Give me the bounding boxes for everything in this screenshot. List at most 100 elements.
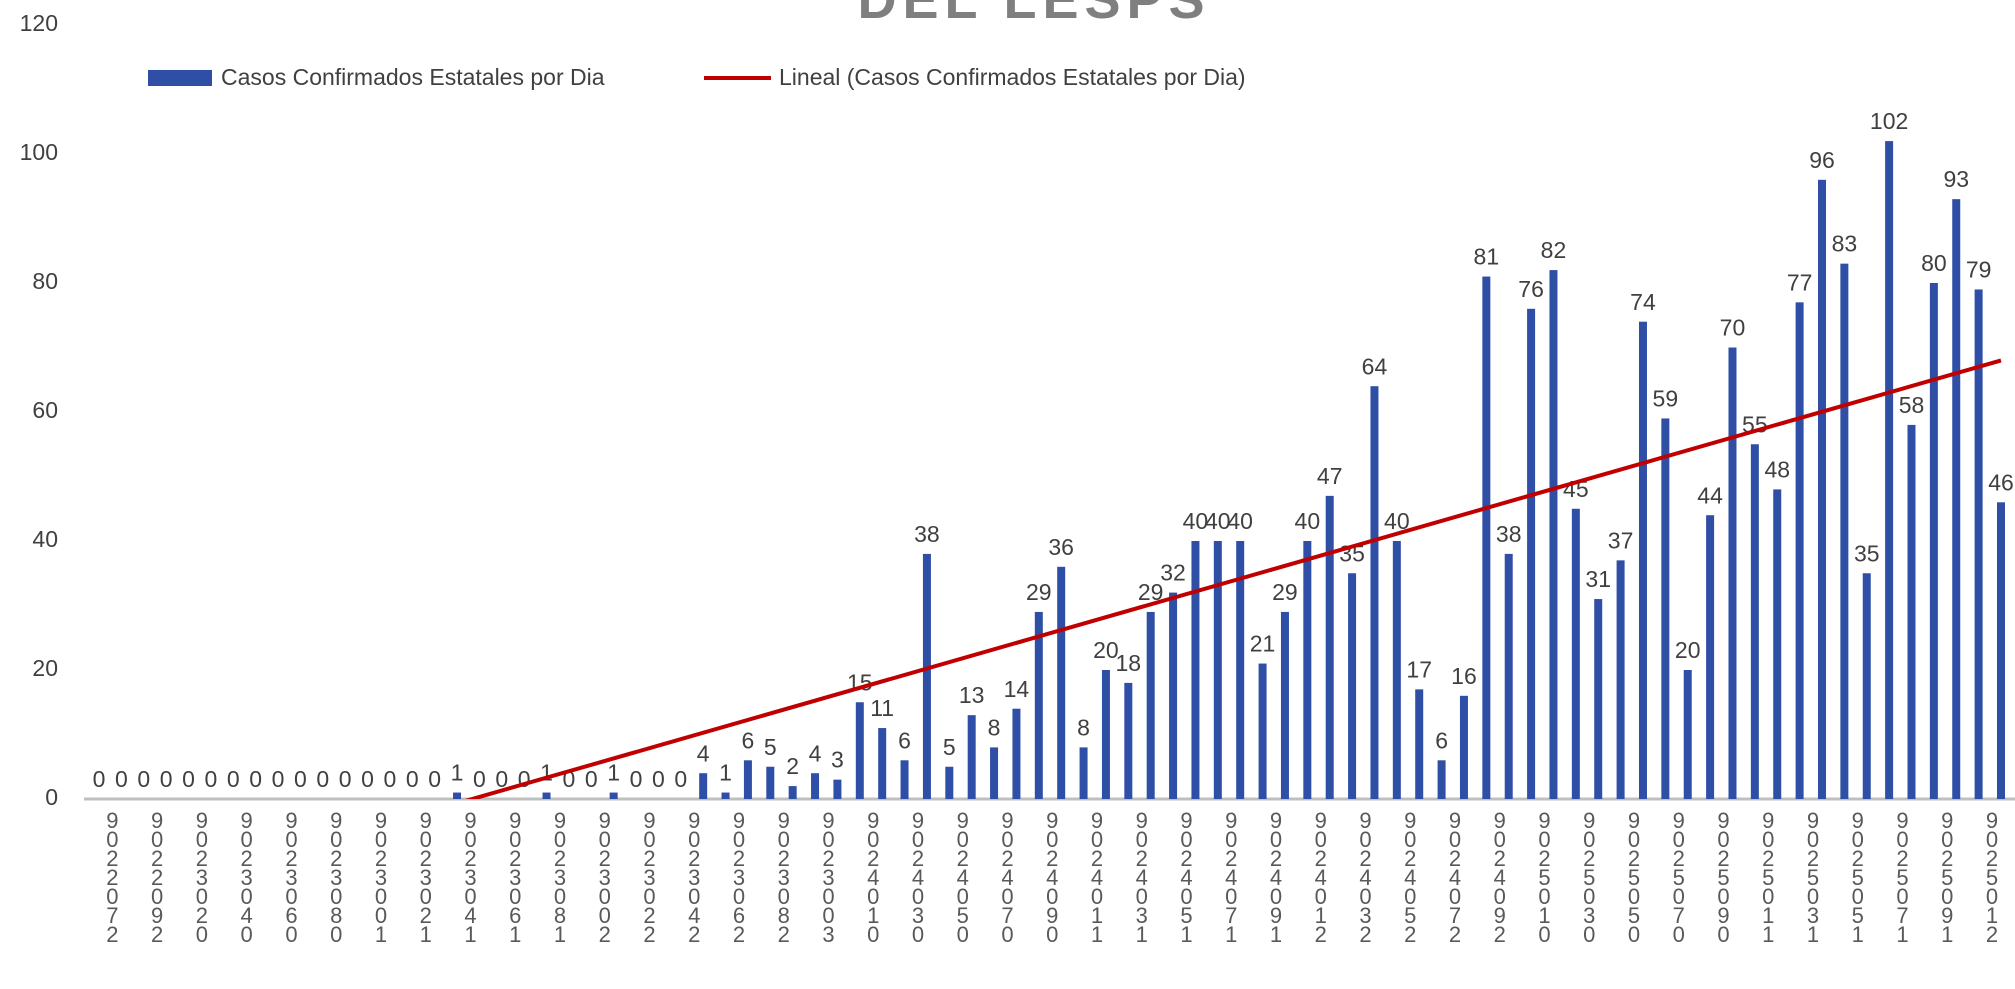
x-tick-char: 2 [241, 846, 253, 871]
x-tick-char: 0 [241, 827, 253, 852]
x-tick-char: 9 [1717, 808, 1729, 833]
x-tick-char: 3 [822, 922, 834, 947]
x-tick-char: 5 [957, 903, 969, 928]
data-label: 48 [1764, 456, 1790, 482]
bar [721, 792, 730, 799]
x-tick-char: 5 [1896, 865, 1908, 890]
bar [967, 715, 976, 799]
x-tick-char: 2 [688, 846, 700, 871]
y-tick-label: 40 [32, 526, 58, 552]
x-tick-char: 9 [151, 903, 163, 928]
x-tick-char: 0 [599, 903, 611, 928]
x-tick-char: 3 [688, 865, 700, 890]
bar [922, 553, 931, 799]
data-label: 4 [809, 740, 822, 766]
legend: Casos Confirmados Estatales por Dia Line… [148, 64, 1246, 90]
bar [453, 792, 462, 799]
x-tick-char: 2 [1494, 846, 1506, 871]
x-tick-char: 0 [1001, 827, 1013, 852]
x-tick-char: 4 [1315, 865, 1327, 890]
x-tick-char: 6 [733, 903, 745, 928]
x-tick-char: 2 [1404, 846, 1416, 871]
data-label: 17 [1406, 656, 1432, 682]
x-tick-char: 2 [1315, 922, 1327, 947]
x-tick-char: 0 [151, 827, 163, 852]
x-tick-char: 2 [106, 865, 118, 890]
y-tick-label: 20 [32, 655, 58, 681]
x-tick-char: 0 [420, 884, 432, 909]
x-tick-char: 9 [1359, 808, 1371, 833]
bar [1057, 566, 1066, 799]
bar [1146, 611, 1155, 799]
bar [1862, 573, 1871, 799]
data-label: 93 [1943, 166, 1969, 192]
data-label: 47 [1317, 463, 1343, 489]
data-label: 0 [630, 766, 643, 792]
x-tick-char: 9 [106, 808, 118, 833]
x-tick-char: 0 [1001, 922, 1013, 947]
trendline [464, 358, 2002, 799]
x-tick-char: 2 [1001, 846, 1013, 871]
bar [878, 728, 887, 799]
x-tick-char: 0 [1180, 884, 1192, 909]
y-tick-label: 100 [20, 139, 58, 165]
bar [1079, 747, 1088, 799]
x-tick-char: 8 [778, 903, 790, 928]
bar [1549, 270, 1558, 800]
x-tick-char: 0 [1180, 827, 1192, 852]
x-tick-char: 2 [1717, 846, 1729, 871]
bar [609, 792, 618, 799]
data-label: 1 [451, 760, 464, 786]
data-label: 0 [294, 766, 307, 792]
x-tick-char: 0 [1583, 884, 1595, 909]
data-label: 29 [1026, 579, 1052, 605]
x-tick-char: 2 [420, 846, 432, 871]
x-tick-char: 1 [1091, 903, 1103, 928]
data-label: 0 [249, 766, 262, 792]
x-tick-char: 1 [554, 922, 566, 947]
bar [811, 773, 820, 799]
y-tick-label: 80 [32, 268, 58, 294]
x-tick-char: 0 [1494, 827, 1506, 852]
x-tick-char: 2 [106, 922, 118, 947]
x-tick-char: 0 [1673, 884, 1685, 909]
x-tick-char: 9 [1986, 808, 1998, 833]
data-label: 0 [227, 766, 240, 792]
x-tick-char: 0 [1359, 827, 1371, 852]
x-tick-char: 1 [509, 922, 521, 947]
data-label: 0 [160, 766, 173, 792]
x-tick-char: 3 [733, 865, 745, 890]
x-tick-char: 2 [733, 922, 745, 947]
x-tick-char: 0 [912, 922, 924, 947]
x-tick-char: 5 [1180, 903, 1192, 928]
x-tick-char: 0 [464, 827, 476, 852]
x-tick-char: 0 [1717, 827, 1729, 852]
x-tick-char: 0 [1762, 827, 1774, 852]
x-tick-char: 1 [1225, 922, 1237, 947]
data-label: 0 [495, 766, 508, 792]
x-tick-char: 7 [1449, 903, 1461, 928]
x-tick-char: 2 [151, 865, 163, 890]
x-tick-char: 9 [375, 808, 387, 833]
data-label: 40 [1227, 508, 1253, 534]
x-tick-char: 0 [1315, 884, 1327, 909]
x-tick-char: 6 [509, 903, 521, 928]
x-tick-char: 5 [1404, 903, 1416, 928]
x-tick-char: 2 [599, 846, 611, 871]
x-tick-char: 0 [822, 884, 834, 909]
data-label: 0 [115, 766, 128, 792]
x-tick-char: 9 [1896, 808, 1908, 833]
data-label: 36 [1048, 534, 1074, 560]
x-tick-char: 0 [196, 884, 208, 909]
x-tick-char: 8 [330, 903, 342, 928]
bar [1012, 708, 1021, 799]
